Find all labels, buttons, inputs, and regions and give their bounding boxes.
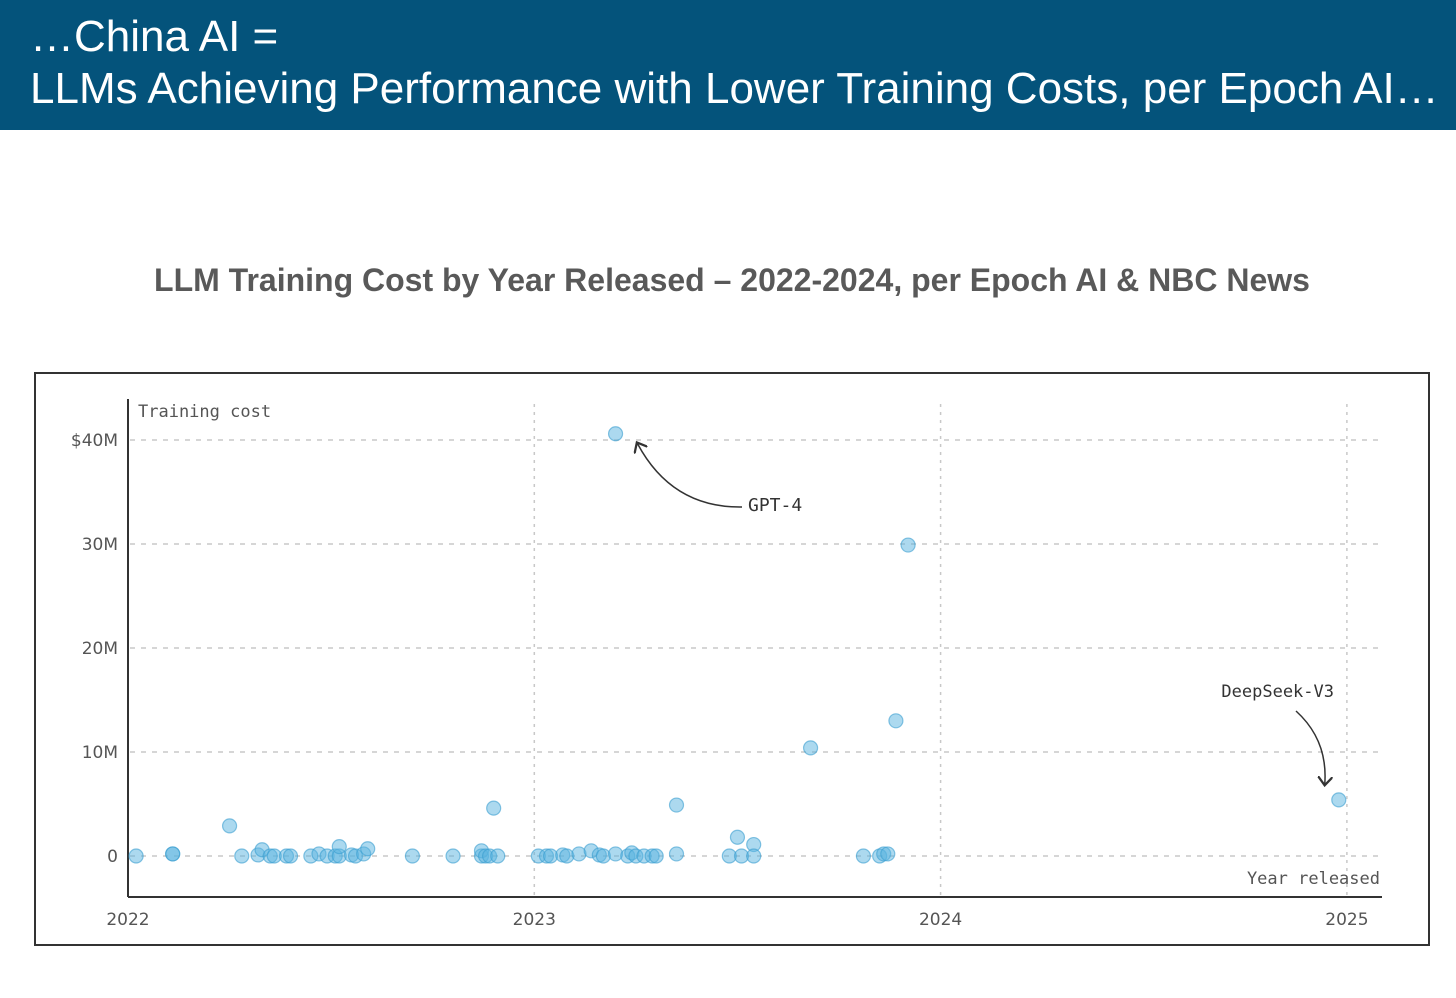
data-point (165, 846, 181, 862)
x-tick-label: 2022 (106, 910, 149, 930)
header-banner: …China AI = LLMs Achieving Performance w… (0, 0, 1456, 130)
data-point (900, 537, 916, 553)
y-tick-label: 0 (107, 847, 118, 867)
data-point (729, 829, 746, 845)
data-point (880, 846, 896, 862)
data-point (486, 800, 502, 816)
data-point (360, 841, 376, 857)
data-point (668, 797, 685, 813)
grid-layer (130, 404, 1382, 897)
y-tick-label: 10M (82, 743, 118, 763)
data-point (445, 848, 461, 864)
annotation-label: GPT-4 (748, 495, 802, 516)
data-point (221, 818, 238, 834)
x-axis-title: Year released (1247, 869, 1380, 889)
gpt4-arrow (638, 444, 743, 508)
x-tick-label: 2023 (513, 910, 556, 930)
annotation-label: DeepSeek-V3 (1221, 682, 1334, 702)
y-tick-label: $40M (71, 431, 118, 451)
data-point (888, 713, 904, 729)
data-point (802, 740, 819, 756)
data-point (855, 848, 872, 864)
data-point (128, 848, 144, 864)
data-point (490, 848, 506, 864)
x-tick-label: 2025 (1325, 910, 1368, 930)
points-layer (128, 426, 1347, 864)
chart-title: LLM Training Cost by Year Released – 202… (154, 262, 1310, 298)
y-axis-title: Training cost (138, 402, 271, 422)
data-point (1331, 792, 1347, 808)
data-point (607, 426, 624, 442)
data-point (648, 848, 664, 864)
data-point (282, 848, 299, 864)
axis-layer: 0 10M 20M 30M $40M 2022 2023 2024 2025 Training c… (71, 399, 1382, 930)
header-line-1: …China AI = (30, 12, 279, 61)
x-tick-label: 2024 (919, 910, 962, 930)
deepseek-arrow (1295, 710, 1325, 784)
y-tick-label: 30M (82, 535, 118, 555)
data-point (746, 848, 762, 864)
annotation-layer: GPT-4 DeepSeek-V3 (638, 444, 1334, 784)
data-point (404, 848, 421, 864)
data-point (331, 839, 347, 855)
data-point (668, 846, 685, 862)
header-line-2: LLMs Achieving Performance with Lower Tr… (30, 64, 1439, 113)
data-point (234, 848, 250, 864)
y-tick-label: 20M (82, 639, 118, 659)
